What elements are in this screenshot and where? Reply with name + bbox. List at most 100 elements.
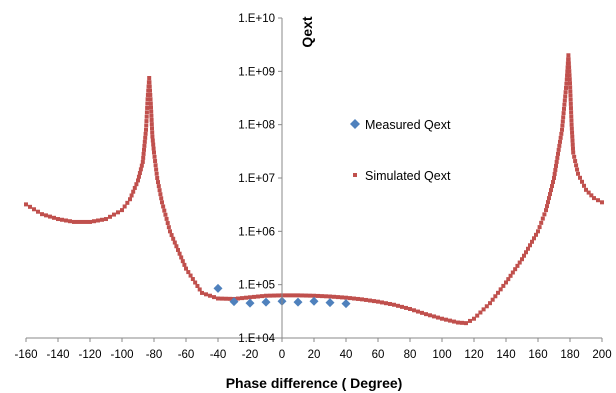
y-tick-label: 1.E+10 [238, 13, 275, 25]
simulated-point [568, 81, 572, 86]
simulated-point [174, 244, 179, 249]
simulated-point [161, 204, 166, 209]
simulated-point [553, 167, 558, 172]
simulated-point [128, 197, 132, 202]
simulated-point [444, 317, 448, 322]
simulated-point [504, 280, 508, 285]
simulated-point [478, 310, 483, 315]
simulated-point [522, 253, 526, 258]
simulated-point [150, 130, 155, 135]
simulated-point [400, 304, 404, 309]
simulated-point [572, 154, 577, 159]
simulated-point [376, 299, 380, 304]
simulated-point [60, 217, 64, 222]
simulated-point [360, 297, 364, 302]
simulated-point [149, 122, 154, 127]
legend-label-simulated: Simulated Qext [365, 169, 451, 183]
simulated-point [149, 113, 154, 118]
simulated-point [564, 81, 569, 86]
simulated-point [569, 122, 574, 127]
x-tick-label: 200 [592, 349, 611, 361]
simulated-point [208, 293, 212, 298]
simulated-point [165, 221, 170, 226]
simulated-point [163, 212, 168, 217]
simulated-point [388, 301, 392, 306]
simulated-point [567, 77, 572, 82]
simulated-point [256, 294, 260, 299]
simulated-point [182, 262, 187, 267]
x-tick-label: -100 [110, 349, 133, 361]
simulated-point [569, 110, 574, 115]
simulated-point [352, 296, 356, 301]
simulated-point [568, 97, 573, 102]
measured-point [309, 296, 319, 306]
simulated-point [116, 210, 120, 215]
simulated-point [404, 305, 408, 310]
simulated-point [158, 192, 163, 197]
simulated-point [569, 126, 574, 131]
simulated-point [460, 320, 464, 325]
simulated-point [142, 143, 147, 148]
x-axis-title: Phase difference ( Degree) [226, 375, 403, 391]
simulated-point [568, 89, 573, 94]
legend-item-simulated: Simulated Qext [353, 169, 451, 183]
x-tick-label: 60 [372, 349, 385, 361]
simulated-point [498, 287, 503, 292]
legend-label-measured: Measured Qext [365, 118, 451, 132]
simulated-point [141, 155, 146, 160]
simulated-point [129, 193, 134, 198]
simulated-point [320, 294, 324, 299]
x-tick-label: -140 [46, 349, 69, 361]
simulated-point [150, 138, 155, 143]
simulated-point [125, 200, 130, 205]
simulated-point [560, 123, 565, 128]
simulated-point [472, 316, 476, 321]
y-tick-label: 1.E+07 [238, 173, 275, 185]
simulated-point [162, 208, 167, 213]
simulated-point [48, 214, 52, 219]
simulated-point [84, 219, 88, 224]
simulated-point [177, 251, 182, 256]
simulated-point [150, 126, 154, 131]
simulated-point [575, 167, 580, 172]
simulated-point [468, 318, 472, 323]
simulated-point [582, 183, 586, 188]
simulated-point [484, 304, 489, 309]
y-tick-label: 1.E+09 [238, 66, 275, 78]
simulated-point [592, 196, 596, 201]
simulated-point [179, 255, 184, 260]
simulated-point [424, 312, 428, 317]
simulated-point [152, 150, 156, 155]
simulated-point [510, 270, 515, 275]
simulated-point [188, 273, 193, 278]
simulated-point [143, 135, 148, 140]
simulated-point [252, 294, 256, 299]
simulated-point [136, 174, 141, 179]
x-tick-label: -40 [210, 349, 227, 361]
simulated-point [145, 97, 150, 102]
simulated-point [172, 240, 177, 245]
simulated-point [562, 98, 567, 103]
simulated-point [436, 315, 440, 320]
simulated-point [600, 200, 604, 205]
simulated-point [147, 80, 152, 85]
simulated-point [142, 147, 146, 152]
simulated-point [212, 295, 216, 300]
simulated-point [151, 146, 156, 151]
simulated-point [584, 187, 588, 192]
simulated-point [144, 127, 148, 132]
simulated-point [184, 266, 188, 271]
simulated-point [96, 218, 100, 223]
simulated-point [416, 309, 420, 314]
simulated-point [464, 321, 468, 326]
simulated-point [544, 208, 548, 213]
simulated-point [139, 163, 144, 168]
simulated-point [565, 73, 570, 78]
simulated-point [546, 200, 550, 205]
simulated-point [456, 320, 460, 325]
x-tick-label: -160 [14, 349, 37, 361]
simulated-point [88, 219, 92, 224]
simulated-point [324, 294, 328, 299]
simulated-point [197, 287, 202, 292]
